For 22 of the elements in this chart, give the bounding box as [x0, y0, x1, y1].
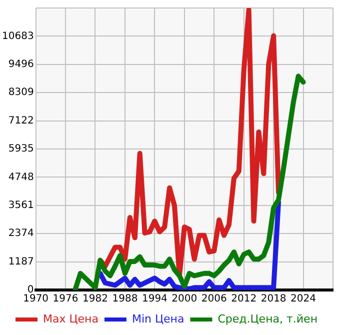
y-tick-label: 7122 [8, 115, 34, 126]
x-tick-label: 2012 [231, 294, 257, 305]
x-tick-label: 2018 [260, 294, 286, 305]
legend-label: Max Цена [42, 312, 98, 326]
x-tick-label: 1970 [23, 294, 49, 305]
x-tick-label: 2024 [290, 294, 316, 305]
y-tick-label: 4748 [8, 172, 34, 183]
x-tick-label: 1988 [112, 294, 138, 305]
x-tick-label: 1976 [52, 294, 78, 305]
y-tick-label: 5935 [8, 144, 34, 155]
y-tick-label: 10683 [2, 30, 34, 42]
legend-label: Min Цена [132, 312, 184, 326]
x-tick-label: 1994 [142, 294, 168, 305]
y-tick-label: 2374 [8, 228, 34, 240]
x-tick-label: 1982 [82, 294, 108, 305]
legend-label: Сред.Цена, т.йен [218, 312, 318, 326]
y-tick-label: 8309 [8, 87, 34, 98]
y-tick-label: 1187 [8, 256, 34, 268]
x-tick-label: 2000 [172, 294, 198, 305]
y-tick-label: 3561 [8, 200, 34, 211]
x-tick-label: 2006 [201, 294, 227, 305]
y-tick-label: 9496 [8, 58, 34, 70]
